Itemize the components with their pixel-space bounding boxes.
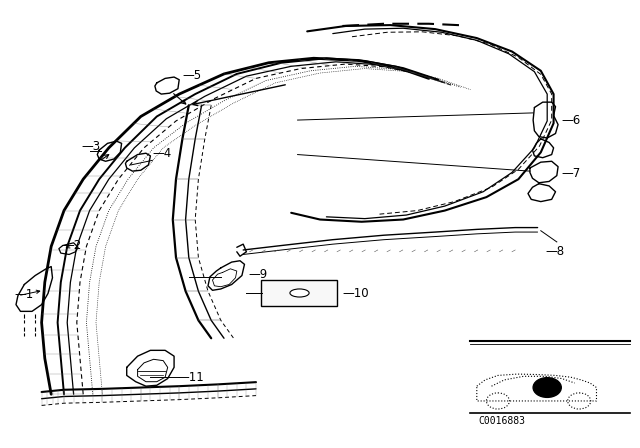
Circle shape	[533, 378, 561, 397]
Text: —5: —5	[182, 69, 202, 82]
FancyBboxPatch shape	[261, 280, 337, 306]
Text: —9: —9	[248, 267, 268, 281]
Text: —8: —8	[545, 245, 564, 258]
Text: —3: —3	[82, 140, 101, 154]
Ellipse shape	[290, 289, 309, 297]
Text: C0016883: C0016883	[479, 416, 525, 426]
Text: —2: —2	[63, 239, 82, 252]
Text: —1: —1	[14, 288, 33, 302]
Text: —7: —7	[562, 167, 581, 181]
Text: —4: —4	[152, 146, 172, 160]
Text: —6: —6	[562, 113, 581, 127]
Text: —11: —11	[178, 370, 205, 384]
Circle shape	[568, 393, 591, 409]
Circle shape	[486, 393, 509, 409]
Text: —10: —10	[342, 287, 369, 300]
